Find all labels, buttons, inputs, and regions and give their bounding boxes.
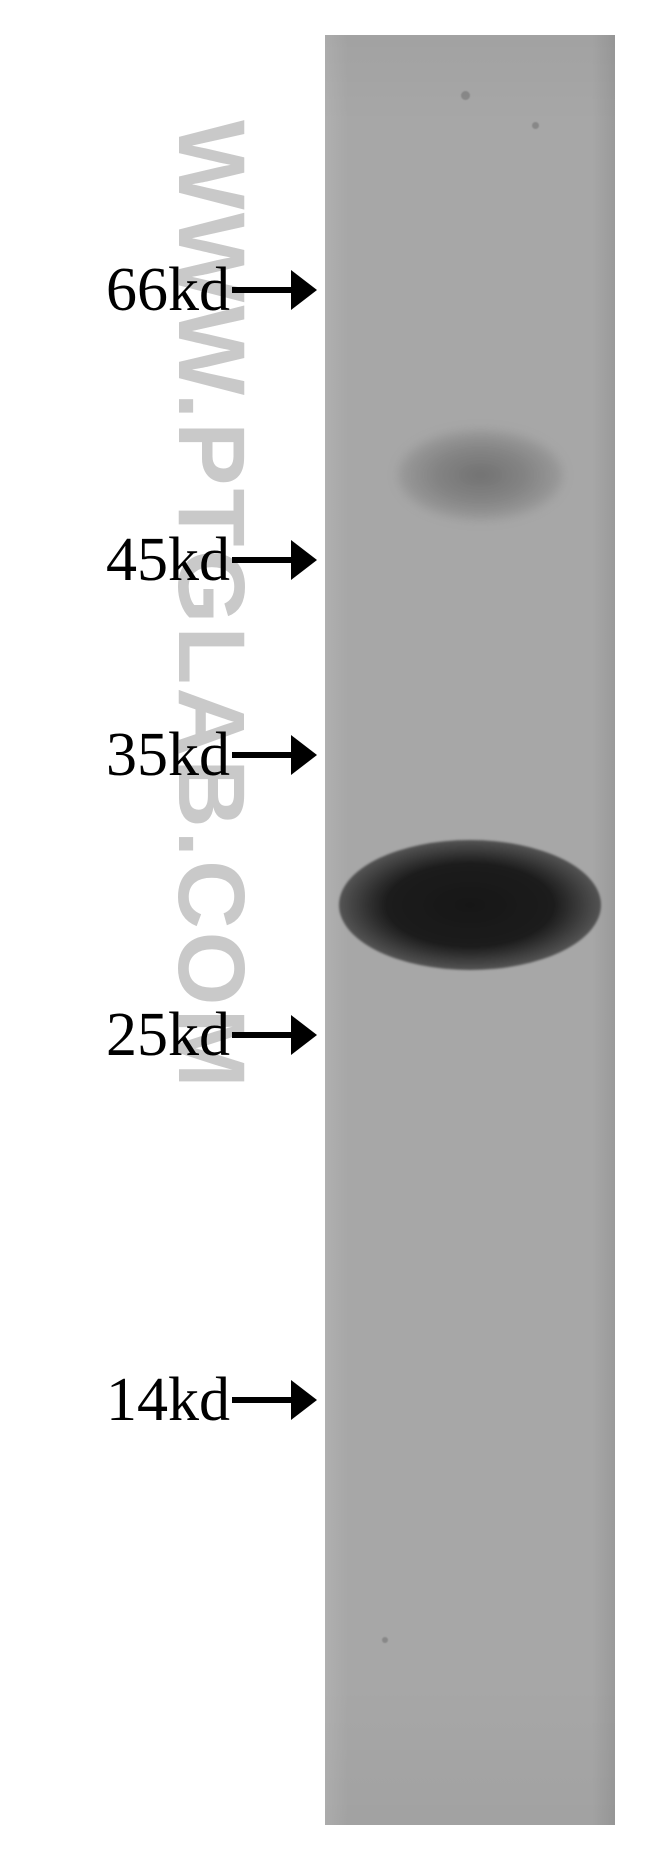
- blot-figure: WWW.PTGLAB.COM 66kd 45kd 35kd 25kd 14kd: [0, 0, 650, 1855]
- mw-marker: 66kd: [0, 259, 317, 321]
- speck: [532, 122, 539, 129]
- mw-label: 45kd: [0, 525, 230, 596]
- arrow-right-icon: [232, 1015, 317, 1055]
- mw-label: 66kd: [0, 255, 230, 326]
- mw-marker: 45kd: [0, 529, 317, 591]
- faint-upper-band: [398, 430, 563, 520]
- mw-marker: 14kd: [0, 1369, 317, 1431]
- mw-label: 35kd: [0, 720, 230, 791]
- arrow-right-icon: [232, 1380, 317, 1420]
- mw-marker: 25kd: [0, 1004, 317, 1066]
- main-band: [339, 840, 601, 970]
- gel-lane: [325, 35, 615, 1825]
- arrow-right-icon: [232, 540, 317, 580]
- mw-label: 14kd: [0, 1365, 230, 1436]
- arrow-right-icon: [232, 270, 317, 310]
- mw-marker: 35kd: [0, 724, 317, 786]
- speck: [382, 1637, 388, 1643]
- mw-label: 25kd: [0, 1000, 230, 1071]
- speck: [461, 91, 470, 100]
- arrow-right-icon: [232, 735, 317, 775]
